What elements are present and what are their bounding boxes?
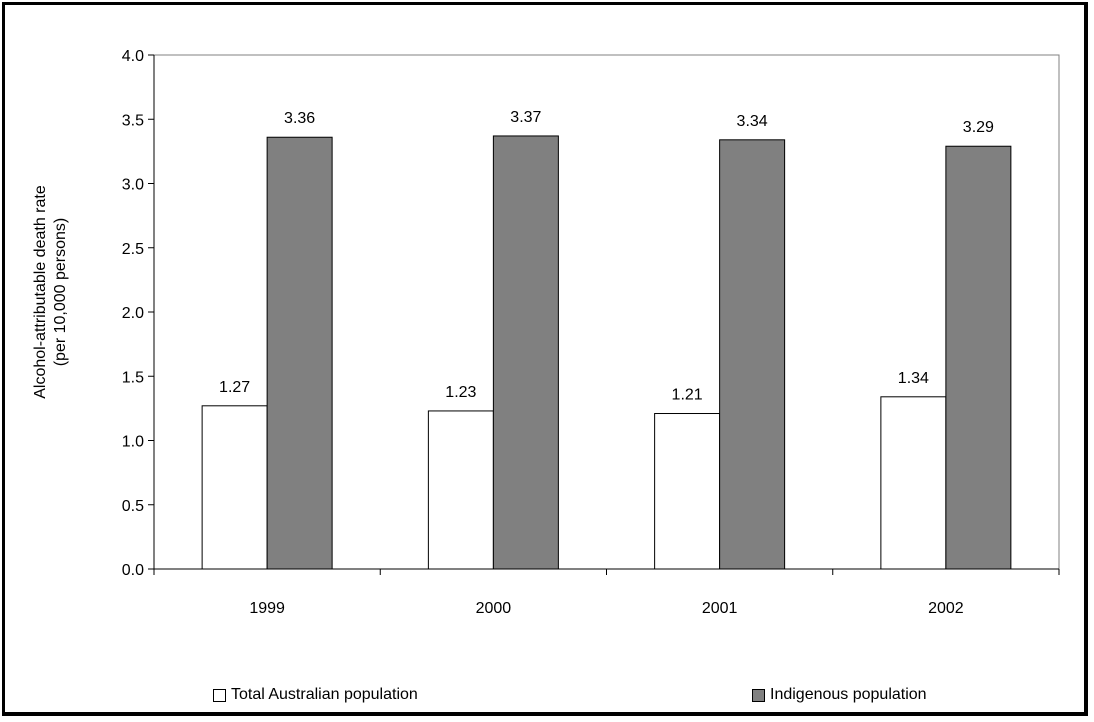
bar-total (654, 413, 721, 570)
bars (201, 135, 1012, 570)
y-tick-label: 1.5 (122, 369, 144, 386)
bar-indigenous (945, 145, 1012, 570)
y-tick-label: 2.0 (122, 305, 144, 322)
bar-total (880, 396, 947, 570)
data-label: 1.34 (898, 370, 929, 387)
legend-indigenous: Indigenous population (752, 685, 927, 705)
data-label: 3.34 (737, 113, 768, 130)
x-tick-label: 2001 (702, 600, 738, 617)
y-tick-label: 1.0 (122, 434, 144, 451)
x-tick-label: 1999 (249, 600, 285, 617)
y-tick-label: 0.0 (122, 562, 144, 579)
legend-total-swatch (213, 688, 226, 702)
bar-total (201, 405, 268, 570)
legend-indigenous-swatch (752, 688, 765, 702)
bar-indigenous (266, 136, 333, 570)
y-axis-label: Alcohol-attributable death rate (per 10,0… (32, 185, 69, 399)
y-tick-label: 4.0 (122, 48, 144, 65)
data-label: 1.21 (672, 387, 703, 404)
data-label: 3.29 (963, 119, 994, 136)
legend-total-label: Total Australian population (231, 686, 418, 703)
data-label: 3.37 (510, 109, 541, 126)
data-label: 3.36 (284, 110, 315, 127)
bar-indigenous (719, 139, 786, 570)
data-label: 1.27 (219, 379, 250, 396)
bar-total (427, 410, 494, 570)
y-tick-label: 3.0 (122, 177, 144, 194)
y-axis-label-line: (per 10,000 persons) (52, 218, 69, 367)
y-tick-label: 0.5 (122, 498, 144, 515)
x-tick-label: 2000 (476, 600, 512, 617)
y-tick-label: 2.5 (122, 241, 144, 258)
data-label: 1.23 (445, 384, 476, 401)
bar-indigenous (492, 135, 559, 570)
x-ticks: 1999 2000 2001 2002 (153, 569, 1060, 617)
y-ticks: 0.0 0.5 1.0 1.5 2.0 2.5 3.0 3.5 4.0 (122, 48, 154, 579)
x-tick-label: 2002 (928, 600, 964, 617)
legend-indigenous-label: Indigenous population (770, 686, 927, 703)
y-tick-label: 3.5 (122, 112, 144, 129)
value-labels: 1.27 3.36 1.23 3.37 1.21 3.34 1.34 3.29 (219, 109, 994, 404)
legend-total: Total Australian population (213, 685, 418, 705)
bar-chart: Alcohol-attributable death rate (per 10,0… (32, 48, 1060, 617)
y-axis-label-line: Alcohol-attributable death rate (32, 185, 49, 399)
